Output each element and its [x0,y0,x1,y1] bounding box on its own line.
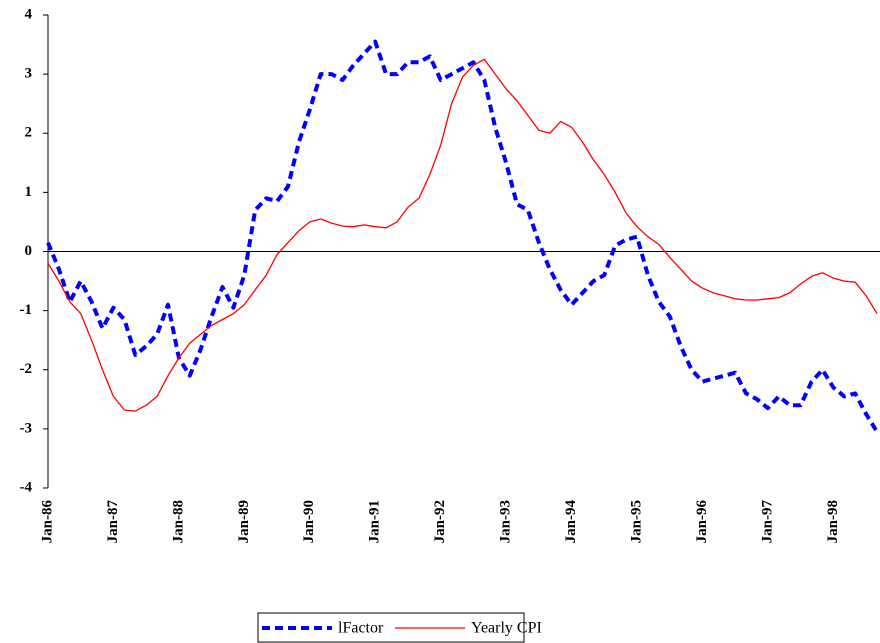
x-tick-label: Jan-87 [105,500,121,544]
legend-label: lFactor [338,620,384,637]
legend: lFactor Yearly CPI [257,612,542,643]
x-tick-label: Jan-97 [759,500,775,544]
x-tick-label: Jan-96 [694,500,710,544]
y-tick-label: 3 [25,66,33,82]
x-tick-label: Jan-91 [367,500,383,543]
x-tick-label: Jan-89 [236,500,252,543]
x-tick-label: Jan-88 [170,500,186,543]
x-tick-label: Jan-86 [39,500,55,544]
y-tick-label: 0 [25,243,33,259]
y-tick-label: -3 [20,420,33,436]
y-tick-label: 4 [25,6,33,22]
y-tick-label: -1 [20,302,33,318]
series-line [47,58,878,412]
y-tick-label: -4 [20,479,33,495]
x-tick-label: Jan-94 [563,500,579,544]
series-line [46,39,879,433]
y-tick-label: 1 [25,184,33,200]
x-tick-label: Jan-90 [301,500,317,543]
x-tick-label: Jan-93 [498,500,514,543]
y-tick-label: 2 [25,125,33,141]
x-tick-label: Jan-98 [825,500,841,543]
y-tick-label: -2 [20,361,33,377]
legend-label: Yearly CPI [471,620,542,637]
x-tick-label: Jan-92 [432,500,448,543]
x-tick-label: Jan-95 [628,500,644,543]
